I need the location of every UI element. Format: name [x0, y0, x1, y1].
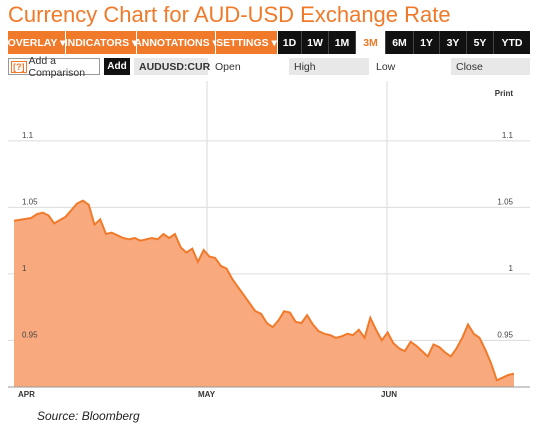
y-tick-left-1: 1.05 [22, 197, 38, 206]
close-label: Close [451, 58, 530, 75]
price-area [14, 200, 514, 387]
print-link[interactable]: Print [495, 89, 514, 98]
low-label: Low [376, 60, 396, 73]
range-1d-button[interactable]: 1D [278, 31, 302, 54]
overlay-menu[interactable]: OVERLAY ▾ [8, 31, 66, 54]
y-tick-right-2: 1 [509, 264, 514, 273]
range-3y-button[interactable]: 3Y [440, 31, 467, 54]
add-comparison-label: Add a Comparison [28, 54, 86, 79]
source-caption: Source: Bloomberg [37, 409, 140, 423]
range-1w-button[interactable]: 1W [302, 31, 329, 54]
page-title: Currency Chart for AUD-USD Exchange Rate [8, 2, 451, 27]
chart-area[interactable]: 1.1 1.05 1 0.95 1.1 1.05 1 0.95 APR MAY JUN Pr… [8, 81, 530, 403]
indicators-menu[interactable]: INDICATORS ▾ [65, 31, 137, 54]
help-icon[interactable]: [?] [11, 60, 27, 73]
y-tick-right-0: 1.1 [502, 131, 514, 140]
y-axis-right: 1.1 1.05 1 0.95 [497, 131, 513, 340]
exchange-rate-chart: 1.1 1.05 1 0.95 1.1 1.05 1 0.95 APR MAY JUN Pr… [8, 81, 530, 403]
y-tick-left-2: 1 [22, 264, 27, 273]
comparison-row: [?] Add a Comparison Add AUDUSD:CUR Open… [8, 55, 530, 79]
price-line [13, 199, 515, 382]
y-tick-left-0: 1.1 [22, 131, 34, 140]
range-ytd-button[interactable]: YTD [494, 31, 530, 54]
range-6m-button[interactable]: 6M [386, 31, 414, 54]
range-3m-button[interactable]: 3M [356, 31, 386, 54]
range-1y-button[interactable]: 1Y [414, 31, 440, 54]
open-label: Open [215, 60, 241, 73]
x-tick-apr: APR [18, 390, 35, 399]
y-axis-left: 1.1 1.05 1 0.95 [22, 131, 38, 340]
y-tick-right-1: 1.05 [497, 197, 513, 206]
x-tick-may: MAY [198, 390, 216, 399]
settings-menu[interactable]: SETTINGS ▾ [216, 31, 278, 54]
range-1m-button[interactable]: 1M [329, 31, 356, 54]
x-tick-jun: JUN [381, 390, 397, 399]
add-comparison-button[interactable]: Add [104, 58, 130, 75]
ticker-label: AUDUSD:CUR [134, 58, 210, 75]
y-tick-left-3: 0.95 [22, 330, 38, 339]
range-5y-button[interactable]: 5Y [467, 31, 494, 54]
high-label: High [289, 58, 369, 75]
y-tick-right-3: 0.95 [497, 330, 513, 339]
annotations-menu[interactable]: ANNOTATIONS ▾ [134, 31, 218, 54]
chart-toolbar: OVERLAY ▾ INDICATORS ▾ ANNOTATIONS ▾ SET… [8, 31, 530, 54]
add-comparison-input[interactable]: [?] Add a Comparison [8, 55, 100, 79]
